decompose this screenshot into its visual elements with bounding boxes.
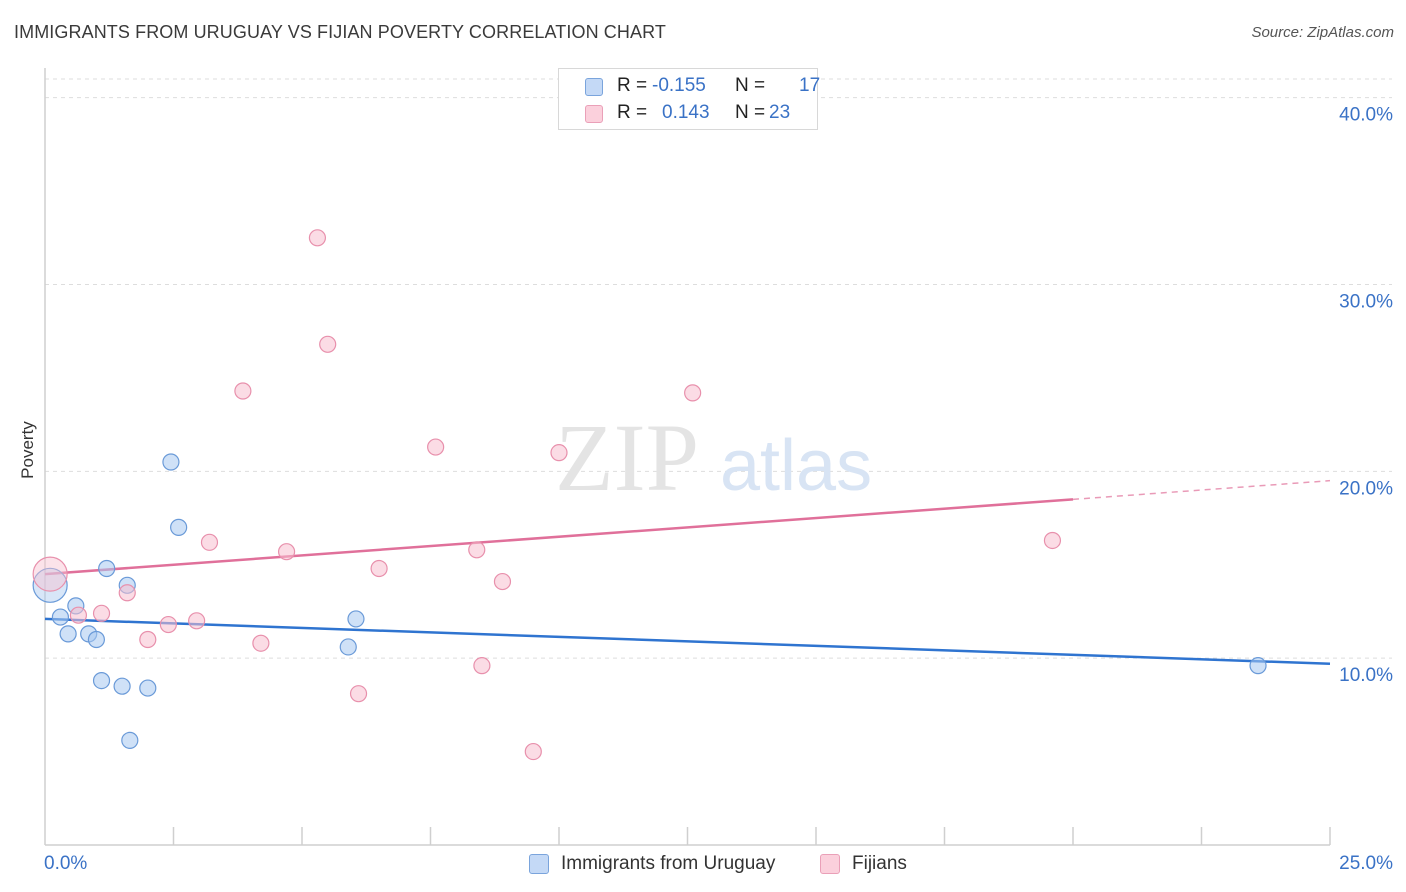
data-point-uruguay[interactable]	[121, 731, 139, 749]
fijians-swatch	[585, 105, 603, 123]
uruguay-swatch	[585, 78, 603, 96]
y-tick-label: 40.0%	[1339, 105, 1393, 126]
y-tick-label: 10.0%	[1339, 665, 1393, 686]
data-point-uruguay[interactable]	[98, 559, 116, 578]
data-point-uruguay[interactable]	[347, 610, 365, 628]
y-tick-labels: 10.0% 20.0% 30.0% 40.0%	[1339, 105, 1393, 686]
data-point-fijians[interactable]	[319, 335, 337, 353]
watermark: ZIP atlas	[555, 404, 872, 511]
data-point-fijians[interactable]	[524, 742, 542, 761]
data-point-fijians[interactable]	[69, 606, 88, 624]
data-point-fijians[interactable]	[468, 541, 486, 559]
data-point-fijians[interactable]	[118, 584, 136, 602]
trend-lines	[44, 479, 1331, 666]
data-point-fijians[interactable]	[277, 543, 296, 561]
data-point-fijians[interactable]	[493, 572, 512, 591]
gridlines	[45, 78, 1392, 659]
n-value: 23	[769, 102, 791, 123]
data-point-fijians[interactable]	[370, 559, 388, 578]
trend-line-extension	[1072, 479, 1331, 501]
uruguay-legend-label: Immigrants from Uruguay	[561, 853, 776, 874]
data-point-fijians[interactable]	[550, 444, 568, 462]
data-point-fijians[interactable]	[684, 384, 702, 402]
r-label: R =	[617, 75, 648, 96]
watermark-zip: ZIP	[555, 404, 699, 511]
data-point-fijians[interactable]	[234, 382, 252, 400]
data-points	[32, 229, 1267, 761]
data-point-uruguay[interactable]	[139, 679, 157, 697]
chart-source: Source: ZipAtlas.com	[1251, 24, 1394, 41]
series-legend: Immigrants from Uruguay Fijians	[0, 852, 1406, 878]
data-point-fijians[interactable]	[200, 533, 219, 551]
data-point-fijians[interactable]	[308, 229, 327, 247]
data-point-fijians[interactable]	[1043, 531, 1062, 550]
data-point-fijians[interactable]	[473, 657, 491, 675]
x-ticks	[172, 827, 1331, 845]
stats-legend: R = -0.155 N = 17 R = 0.143 N = 23	[558, 68, 821, 130]
watermark-atlas: atlas	[720, 426, 872, 506]
data-point-uruguay[interactable]	[51, 608, 70, 626]
x-tick-label-min: 0.0%	[44, 853, 87, 874]
data-point-uruguay[interactable]	[92, 671, 111, 690]
data-point-fijians[interactable]	[139, 630, 157, 649]
n-value: 17	[799, 75, 821, 96]
n-label: N =	[735, 102, 766, 123]
data-point-uruguay[interactable]	[59, 625, 77, 643]
y-axis-label: Poverty	[18, 421, 37, 479]
data-point-fijians[interactable]	[349, 685, 368, 703]
r-label: R =	[617, 102, 648, 123]
data-point-fijians[interactable]	[252, 634, 270, 652]
y-tick-label: 20.0%	[1339, 478, 1393, 499]
fijians-legend-label: Fijians	[852, 853, 907, 874]
trend-line-uruguay	[44, 617, 1331, 666]
data-point-uruguay[interactable]	[87, 630, 106, 649]
data-point-uruguay[interactable]	[113, 677, 131, 695]
uruguay-legend-swatch	[529, 854, 549, 874]
trend-line-fijians	[44, 498, 1074, 576]
y-tick-label: 30.0%	[1339, 292, 1393, 313]
fijians-legend-swatch	[820, 854, 840, 874]
x-tick-labels: 0.0% 25.0%	[44, 853, 1393, 874]
data-point-uruguay[interactable]	[1249, 657, 1267, 675]
x-tick-label-max: 25.0%	[1339, 853, 1393, 874]
data-point-fijians[interactable]	[159, 615, 177, 634]
data-point-uruguay[interactable]	[32, 567, 68, 603]
data-point-uruguay[interactable]	[170, 518, 188, 536]
r-value: 0.143	[662, 102, 710, 123]
n-label: N =	[735, 75, 766, 96]
data-point-fijians[interactable]	[32, 556, 68, 592]
data-point-fijians[interactable]	[188, 612, 206, 630]
data-point-fijians[interactable]	[92, 604, 111, 622]
data-point-uruguay[interactable]	[339, 638, 357, 656]
data-point-fijians[interactable]	[427, 438, 445, 456]
r-value: -0.155	[652, 75, 706, 96]
data-point-uruguay[interactable]	[162, 453, 180, 471]
chart-title: IMMIGRANTS FROM URUGUAY VS FIJIAN POVERT…	[14, 22, 666, 42]
